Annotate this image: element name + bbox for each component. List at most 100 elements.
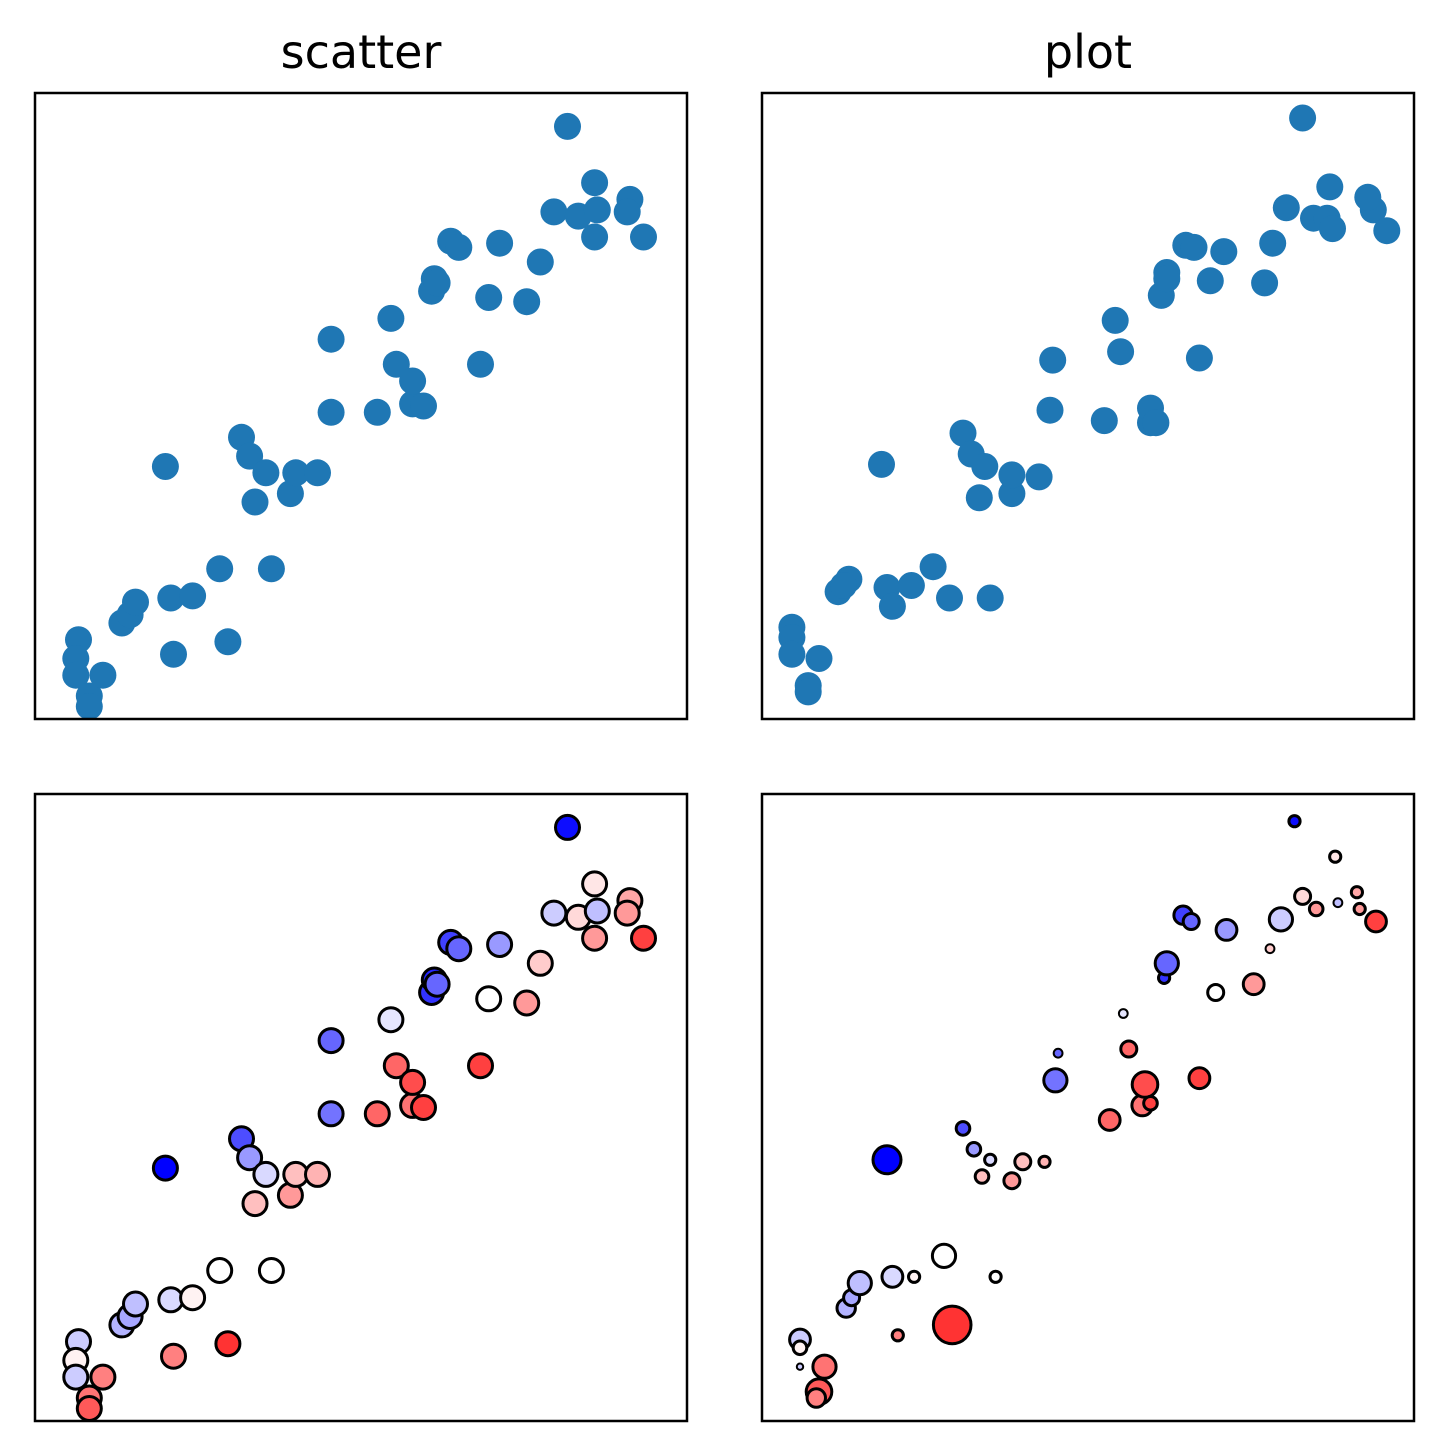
data-point	[897, 572, 925, 599]
data-point	[878, 592, 906, 620]
data-point	[805, 645, 833, 672]
data-point	[526, 949, 554, 977]
data-point	[382, 1052, 410, 1080]
data-point	[317, 1027, 345, 1055]
data-point	[1036, 396, 1064, 424]
data-point	[630, 924, 657, 952]
data-point	[304, 459, 331, 487]
data-point	[1052, 1047, 1064, 1059]
data-point	[1264, 943, 1276, 955]
data-point	[1352, 901, 1367, 917]
scatter-panel-bottom-left	[33, 792, 689, 1423]
data-point	[513, 989, 541, 1017]
data-point	[1319, 215, 1346, 243]
data-point	[1181, 912, 1201, 931]
data-point	[794, 678, 822, 706]
data-point	[89, 1363, 117, 1391]
data-point	[317, 398, 345, 426]
data-point	[475, 284, 503, 311]
data-point	[1289, 104, 1317, 132]
data-point	[554, 112, 581, 140]
data-point	[811, 1353, 838, 1380]
data-point	[846, 1270, 873, 1297]
data-point	[1153, 950, 1180, 977]
data-point	[179, 1284, 207, 1312]
data-point	[540, 899, 568, 927]
data-point	[1287, 814, 1302, 829]
data-point	[475, 985, 503, 1013]
data-point	[1025, 463, 1053, 491]
data-point	[304, 1160, 331, 1188]
data-point	[410, 392, 437, 420]
data-point	[1241, 972, 1266, 997]
data-point	[363, 398, 391, 426]
data-point	[1097, 1108, 1122, 1132]
data-point	[791, 1339, 809, 1357]
data-point	[445, 233, 473, 261]
data-point	[157, 1286, 185, 1314]
data-point	[581, 870, 609, 898]
data-point	[1185, 344, 1213, 372]
data-point	[930, 1242, 958, 1270]
data-point	[1107, 338, 1135, 366]
data-point	[252, 459, 280, 487]
data-point	[151, 1154, 179, 1182]
data-point	[554, 813, 581, 841]
data-point	[581, 924, 609, 952]
data-point	[795, 1362, 805, 1371]
data-point	[1013, 1152, 1033, 1172]
data-point	[919, 553, 947, 581]
data-point	[377, 304, 405, 332]
data-point	[206, 1257, 234, 1284]
data-point	[1267, 906, 1295, 933]
data-point	[983, 1152, 998, 1167]
data-point	[236, 442, 264, 470]
data-point	[236, 1144, 264, 1172]
data-point	[1293, 886, 1313, 906]
scatter-panel-top-left	[33, 91, 689, 721]
data-point	[282, 459, 310, 487]
data-point	[1316, 173, 1344, 201]
title-plot: plot	[1044, 25, 1132, 79]
data-point	[613, 899, 641, 927]
data-point	[581, 169, 609, 197]
data-point	[467, 1052, 494, 1080]
data-point	[399, 1068, 427, 1096]
data-point	[513, 288, 541, 316]
data-point	[1364, 909, 1388, 934]
data-point	[1259, 229, 1287, 257]
data-point	[936, 584, 963, 612]
data-point	[382, 350, 410, 378]
data-point	[973, 1168, 991, 1185]
data-point	[151, 453, 179, 480]
data-point	[1130, 1070, 1160, 1099]
data-point	[160, 1342, 187, 1370]
axes-frame	[760, 91, 1416, 721]
data-point	[445, 935, 473, 963]
data-point	[965, 1141, 983, 1158]
data-point	[1037, 1154, 1052, 1169]
data-point	[630, 223, 657, 251]
data-point	[1153, 265, 1181, 293]
data-point	[1142, 1095, 1159, 1112]
data-point	[1180, 233, 1208, 261]
data-point	[988, 1269, 1003, 1284]
data-point	[241, 488, 269, 516]
axes-frame	[33, 91, 689, 721]
data-point	[1373, 217, 1401, 245]
data-point	[214, 1330, 242, 1358]
axes-frame	[33, 792, 689, 1423]
data-point	[467, 350, 494, 378]
data-point	[1042, 1067, 1069, 1094]
plot-panel-bottom-right	[760, 792, 1416, 1423]
data-point	[998, 480, 1026, 508]
axes-frame	[760, 792, 1416, 1423]
data-point	[931, 1304, 973, 1346]
data-point	[206, 555, 234, 583]
data-point	[890, 1328, 905, 1343]
data-point	[377, 1006, 405, 1034]
data-point	[526, 248, 554, 276]
data-point	[179, 582, 207, 610]
data-point	[613, 198, 641, 226]
